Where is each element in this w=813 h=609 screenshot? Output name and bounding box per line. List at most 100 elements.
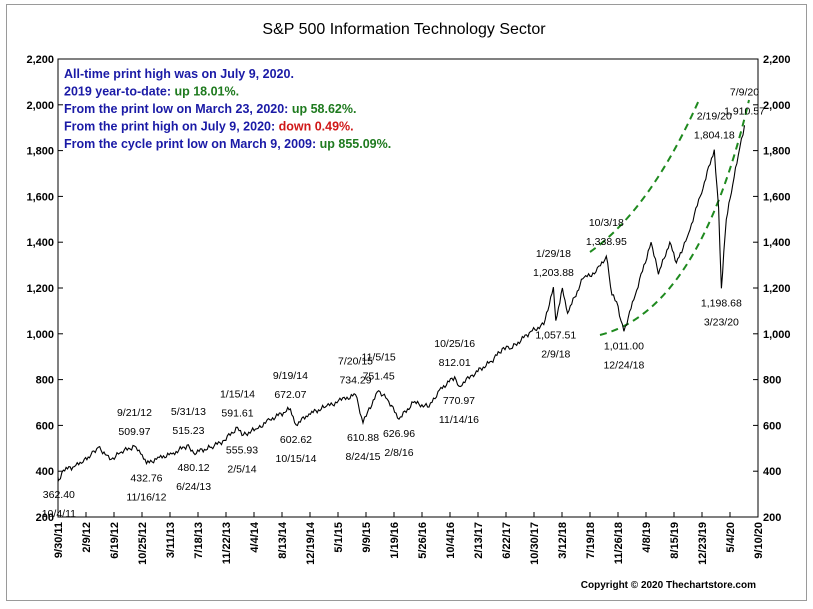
y-tick-label: 600 xyxy=(36,420,54,432)
y-tick-label: 1,000 xyxy=(763,329,791,341)
channel-upper-line xyxy=(589,99,700,253)
info-segment: up 855.09%. xyxy=(320,137,392,151)
x-tick-label: 4/8/19 xyxy=(641,522,653,553)
x-tick-label: 7/18/13 xyxy=(193,522,205,559)
y-tick-label: 1,400 xyxy=(26,237,54,249)
annotation-label: 362.40 xyxy=(43,489,75,501)
y-tick-label: 2,200 xyxy=(26,54,54,66)
annotation-label: 610.88 xyxy=(347,432,379,444)
y-tick-label: 200 xyxy=(36,512,54,524)
channel-lower-line xyxy=(599,99,750,336)
annotation-label: 734.29 xyxy=(339,375,371,387)
x-tick-label: 2/13/17 xyxy=(473,522,485,559)
x-tick-label: 9/30/11 xyxy=(53,522,65,558)
x-tick-label: 10/4/16 xyxy=(445,522,457,559)
x-tick-label: 9/9/15 xyxy=(361,522,373,553)
x-tick-label: 4/4/14 xyxy=(249,521,261,552)
y-tick-label: 800 xyxy=(36,375,54,387)
annotation-label: 1/15/14 xyxy=(220,388,255,400)
y-tick-label: 1,400 xyxy=(763,237,791,249)
annotation-label: 751.45 xyxy=(363,371,395,383)
info-segment: down 0.49%. xyxy=(279,120,354,134)
x-tick-label: 3/11/13 xyxy=(165,522,177,558)
x-tick-label: 6/19/12 xyxy=(109,522,121,559)
chart-title: S&P 500 Information Technology Sector xyxy=(262,21,546,38)
y-axis-left: 200 400 600 800 1,000 1,200 1,400 1,600 1,800 2,0… xyxy=(26,54,63,524)
x-tick-label: 5/1/15 xyxy=(333,522,345,553)
x-tick-label: 6/22/17 xyxy=(501,522,513,559)
trend-channel xyxy=(589,99,750,336)
info-segment: up 58.62%. xyxy=(292,102,357,116)
annotation-label: 1,203.88 xyxy=(533,267,574,279)
annotation-label: 509.97 xyxy=(118,426,150,438)
annotation-label: 591.61 xyxy=(221,407,253,419)
y-tick-label: 1,000 xyxy=(26,329,54,341)
x-tick-label: 10/25/12 xyxy=(137,522,149,565)
annotation-label: 7/9/20 xyxy=(730,86,759,98)
y-tick-label: 1,800 xyxy=(763,146,791,158)
info-segment: From the cycle print low on March 9, 200… xyxy=(64,137,320,151)
y-tick-label: 2,000 xyxy=(26,100,54,112)
annotation-label: 812.01 xyxy=(439,357,471,369)
annotation-label: 2/9/18 xyxy=(541,349,570,361)
annotation-label: 555.93 xyxy=(226,444,258,456)
info-segment: 2019 year-to-date: xyxy=(64,85,174,99)
x-tick-label: 2/9/12 xyxy=(81,522,93,553)
x-tick-label: 9/10/20 xyxy=(753,522,765,559)
info-line: From the print high on July 9, 2020: dow… xyxy=(64,120,354,134)
y-tick-label: 1,200 xyxy=(763,283,791,295)
annotation-label: 12/24/18 xyxy=(603,359,644,371)
copyright-text: Copyright © 2020 Thechartstore.com xyxy=(581,580,756,591)
y-axis-right: 200 400 600 800 1,000 1,200 1,400 1,600 1,800 2,0… xyxy=(753,54,791,524)
annotation-label: 1,910.57 xyxy=(724,105,765,117)
info-segment: From the print low on March 23, 2020: xyxy=(64,102,292,116)
annotation-label: 770.97 xyxy=(443,395,475,407)
annotation-label: 1,057.51 xyxy=(535,330,576,342)
annotation-layer: 362.40 10/4/11 9/21/12 509.97 432.76 11/16/12… xyxy=(42,86,765,520)
annotation-label: 480.12 xyxy=(178,462,210,474)
info-line: All-time print high was on July 9, 2020. xyxy=(64,67,294,81)
x-tick-label: 10/30/17 xyxy=(529,522,541,565)
x-tick-label: 11/26/18 xyxy=(613,522,625,564)
annotation-label: 6/24/13 xyxy=(176,481,211,493)
y-tick-label: 200 xyxy=(763,512,781,524)
x-tick-label: 12/23/19 xyxy=(697,522,709,565)
annotation-label: 1,338.95 xyxy=(586,236,627,248)
x-axis: 9/30/11 2/9/12 6/19/12 10/25/12 3/11/13 7/18/… xyxy=(53,512,765,565)
annotation-label: 1,804.18 xyxy=(694,130,735,142)
annotation-label: 11/16/12 xyxy=(126,492,166,504)
x-tick-label: 8/15/19 xyxy=(669,522,681,559)
y-tick-label: 800 xyxy=(763,375,781,387)
annotation-label: 10/3/18 xyxy=(589,217,624,229)
info-box: All-time print high was on July 9, 2020.… xyxy=(64,67,391,151)
info-segment: All-time print high was on July 9, 2020. xyxy=(64,67,294,81)
annotation-label: 1/29/18 xyxy=(536,248,571,260)
x-tick-label: 1/19/16 xyxy=(389,522,401,559)
series-layer xyxy=(57,125,746,483)
y-tick-label: 1,800 xyxy=(26,146,54,158)
y-tick-label: 2,200 xyxy=(763,54,791,66)
annotation-label: 11/5/15 xyxy=(362,352,396,364)
x-tick-label: 7/19/18 xyxy=(585,522,597,559)
annotation-label: 2/8/16 xyxy=(384,447,413,459)
x-tick-label: 11/22/13 xyxy=(221,522,233,564)
annotation-label: 11/14/16 xyxy=(439,414,479,426)
info-line: From the cycle print low on March 9, 200… xyxy=(64,137,391,151)
annotation-label: 10/15/14 xyxy=(276,453,317,465)
annotation-label: 3/23/20 xyxy=(704,316,739,328)
x-tick-label: 3/12/18 xyxy=(557,522,569,559)
annotation-label: 9/21/12 xyxy=(117,407,152,419)
annotation-label: 2/5/14 xyxy=(227,463,256,475)
y-tick-label: 400 xyxy=(36,466,54,478)
annotation-label: 5/31/13 xyxy=(171,406,206,418)
info-line: 2019 year-to-date: up 18.01%. xyxy=(64,85,239,99)
annotation-label: 626.96 xyxy=(383,428,415,440)
annotation-label: 515.23 xyxy=(172,425,204,437)
y-tick-label: 1,600 xyxy=(763,191,791,203)
annotation-label: 602.62 xyxy=(280,434,312,446)
annotation-label: 9/19/14 xyxy=(273,370,308,382)
x-tick-label: 12/19/14 xyxy=(305,521,317,565)
annotation-label: 10/4/11 xyxy=(42,508,76,520)
annotation-label: 8/24/15 xyxy=(345,451,380,463)
